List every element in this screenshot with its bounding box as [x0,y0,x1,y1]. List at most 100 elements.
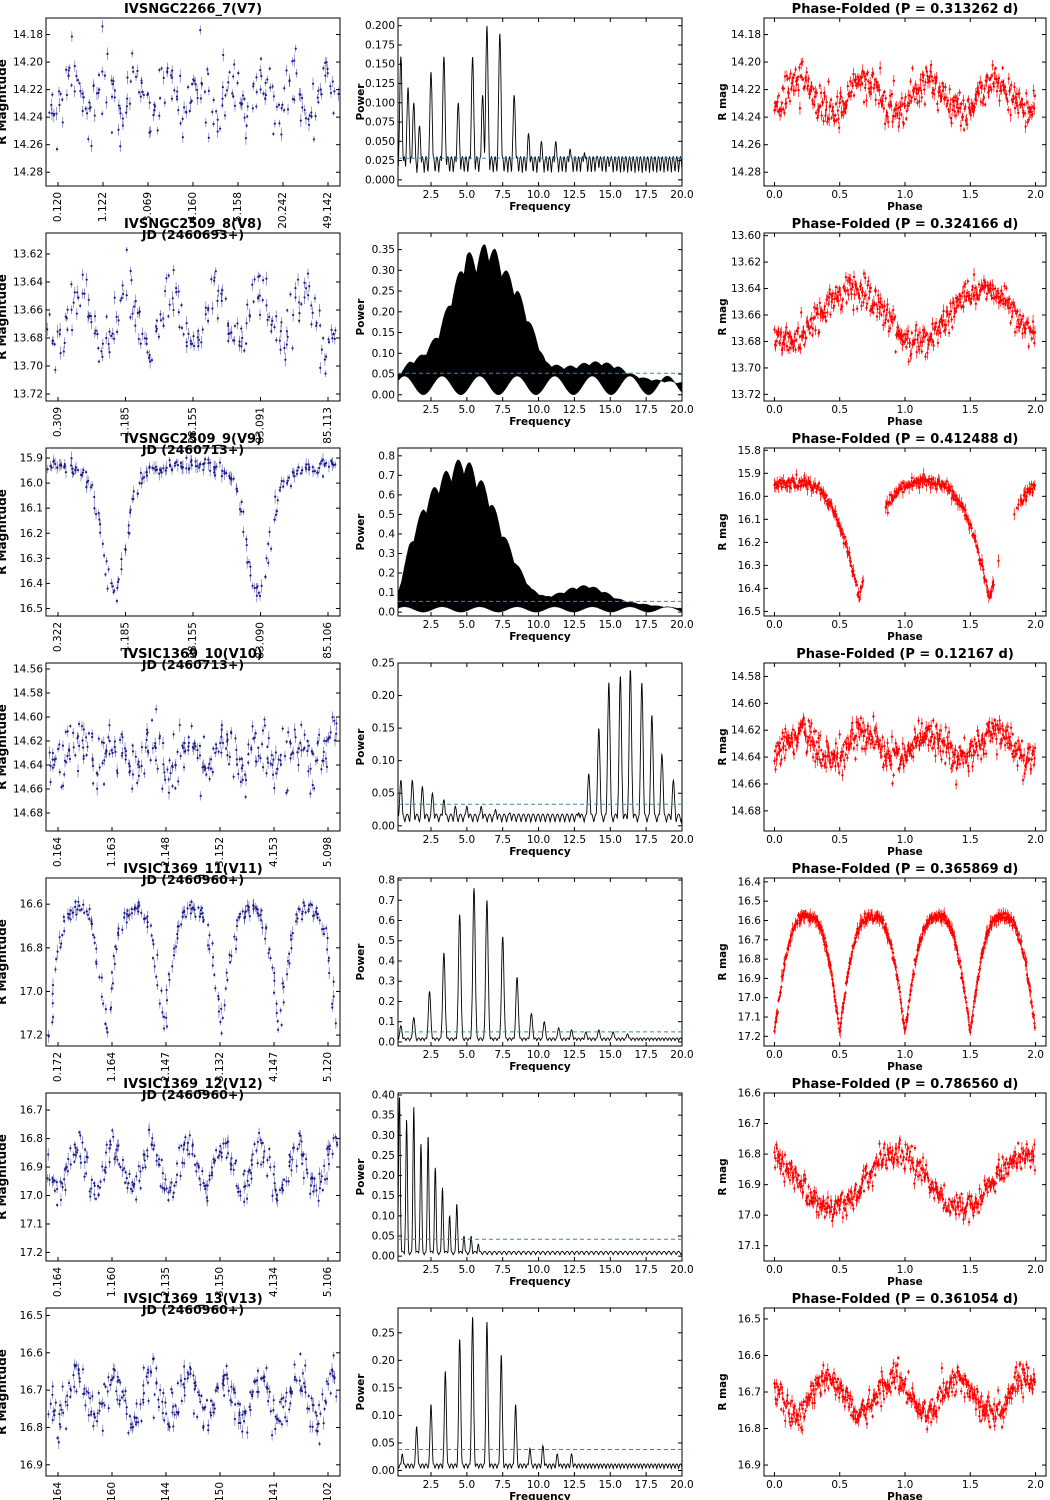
x-tick-label: 2.5 [423,834,440,846]
data-point [909,80,912,83]
data-point [334,463,337,466]
data-point [1005,93,1008,96]
data-point [780,101,784,104]
data-point [274,513,278,516]
data-point [233,339,236,342]
data-point [1013,106,1017,110]
data-point [82,755,85,758]
data-point [223,470,226,473]
data-point [94,329,98,332]
data-point [258,274,261,277]
data-point [782,744,785,748]
data-point [196,336,199,339]
data-point [995,90,999,93]
data-point [890,104,893,107]
data-point [304,287,308,290]
data-point [974,540,977,543]
data-point [126,76,129,79]
data-point [983,103,987,106]
data-point [124,749,128,753]
data-point [155,468,159,471]
data-point [116,330,119,333]
data-point [1003,85,1007,89]
data-point [950,318,953,321]
data-point [220,292,223,295]
data-point [778,341,782,345]
y-tick-label: 16.3 [738,560,761,572]
x-tick-label: 1.5 [962,619,979,631]
data-point [70,328,74,332]
data-point [105,315,108,318]
data-point [1016,310,1019,313]
data-point [273,518,276,521]
data-point [931,91,934,95]
data-point [136,781,139,784]
data-point [181,117,184,120]
data-point [860,82,864,85]
data-point [304,117,308,120]
data-point [784,748,788,752]
data-point [866,71,869,74]
data-point [859,590,862,593]
data-point [97,737,100,740]
data-point [775,340,779,343]
data-point [246,105,249,108]
data-point [190,464,193,467]
y-tick-label: 0.25 [372,286,395,298]
data-point [911,339,915,342]
data-point [221,741,225,745]
power-area [397,459,683,613]
data-point [821,316,824,319]
y-tick-label: 0.15 [372,327,395,339]
x-tick-label: 10.0 [527,834,550,846]
data-point [1000,289,1003,292]
data-point [93,315,97,318]
data-point [232,75,235,78]
data-point [1013,85,1016,89]
data-point [784,333,787,336]
data-point [106,52,109,56]
data-point [862,301,865,304]
data-point [878,66,882,70]
data-point [873,302,876,306]
data-point [1016,111,1020,115]
data-point [852,308,855,312]
data-point [207,89,210,92]
y-tick-label: 14.24 [731,112,761,124]
data-point [864,86,867,90]
data-point [252,300,255,303]
data-point [958,91,961,94]
data-point [897,125,900,128]
data-point [164,778,167,781]
data-point [816,116,819,120]
data-point [291,751,294,754]
data-point [788,99,792,103]
data-point [55,112,58,115]
data-point [830,116,833,119]
data-point [81,471,84,474]
data-point [288,79,291,82]
data-point [220,751,223,754]
data-point [242,510,245,513]
data-point [318,733,321,736]
data-point [989,76,992,79]
data-point [290,753,293,756]
data-point [294,47,297,50]
data-point [110,582,113,585]
data-point [861,579,865,582]
data-point [283,754,287,758]
data-point [69,725,72,728]
y-tick-label: 0.1 [378,587,395,599]
data-point [810,722,813,725]
data-point [48,313,51,316]
x-axis-label: Phase [887,416,923,428]
data-point [865,99,868,102]
data-point [277,758,280,761]
y-tick-label: 13.70 [731,362,761,374]
data-point [277,103,281,106]
data-point [827,296,831,299]
data-point [859,84,862,87]
data-point [119,299,122,302]
data-point [294,296,297,299]
data-point [826,311,829,314]
